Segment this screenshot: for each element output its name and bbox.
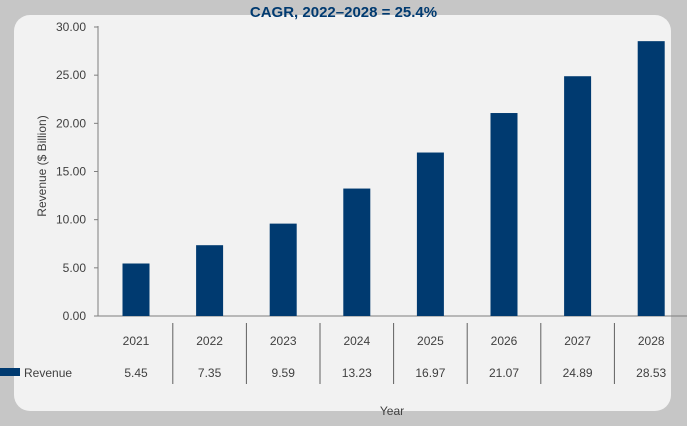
x-category-label: 2022: [196, 334, 223, 348]
bar-2022: [196, 245, 224, 316]
data-table: 2021 5.45 2022 7.35 2023 9.59 2024 13.23 2025 16.…: [0, 323, 667, 384]
y-tick-label: 10.00: [56, 213, 86, 227]
bar-2025: [416, 152, 444, 316]
data-label: 7.35: [198, 366, 222, 380]
data-label: 5.45: [124, 366, 148, 380]
data-label: 13.23: [342, 366, 372, 380]
y-axis-label: Revenue ($ Billion): [35, 115, 49, 216]
x-category-label: 2023: [270, 334, 297, 348]
y-axis: 0.00 5.00 10.00 15.00 20.00 25.00 30.00: [56, 20, 687, 323]
x-category-label: 2025: [417, 334, 444, 348]
data-label: 21.07: [489, 366, 519, 380]
data-label: 24.89: [563, 366, 593, 380]
x-axis-label: Year: [380, 404, 404, 418]
legend-label: Revenue: [24, 366, 72, 380]
x-category-label: 2024: [343, 334, 370, 348]
y-tick-label: 5.00: [63, 261, 87, 275]
x-category-label: 2021: [123, 334, 150, 348]
y-tick-label: 25.00: [56, 68, 86, 82]
bar-2027: [564, 76, 592, 316]
chart-panel: [14, 15, 671, 411]
bar-2023: [269, 223, 297, 316]
bar-2026: [490, 113, 518, 316]
y-tick-label: 0.00: [63, 309, 87, 323]
y-tick-label: 15.00: [56, 165, 86, 179]
bars: [122, 41, 665, 316]
bar-2024: [343, 188, 371, 316]
x-category-label: 2028: [638, 334, 665, 348]
y-tick-label: 30.00: [56, 20, 86, 34]
bar-2021: [122, 263, 150, 316]
legend-swatch: [0, 368, 20, 376]
y-tick-label: 20.00: [56, 116, 86, 130]
data-label: 28.53: [636, 366, 666, 380]
bar-2028: [637, 41, 665, 316]
data-label: 9.59: [272, 366, 296, 380]
chart-title: CAGR, 2022–2028 = 25.4%: [249, 4, 438, 21]
x-category-label: 2026: [491, 334, 518, 348]
x-category-label: 2027: [564, 334, 591, 348]
data-label: 16.97: [415, 366, 445, 380]
